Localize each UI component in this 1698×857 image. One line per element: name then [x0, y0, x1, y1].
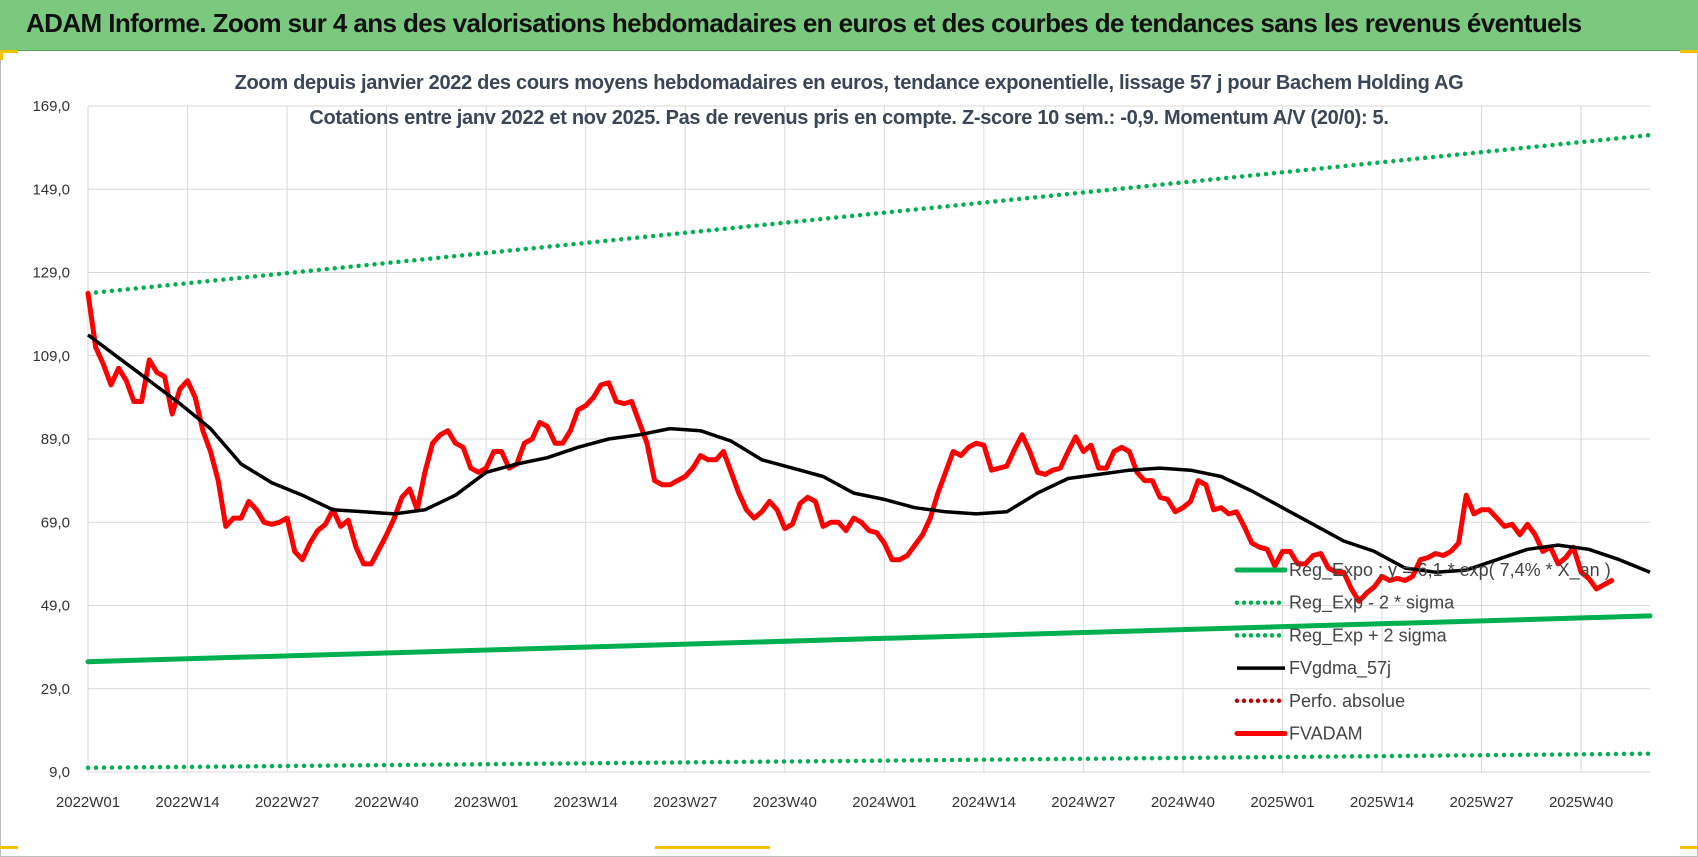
- corner-accent: [1680, 50, 1698, 53]
- corner-accent: [0, 846, 18, 849]
- x-tick-label: 2022W27: [255, 794, 319, 811]
- bottom-accent: [655, 846, 770, 849]
- series-line-fvgdma-57j: [86, 333, 1651, 574]
- series-line-reg-expo-y-6-1-exp-7-4-x-an: [85, 613, 1653, 665]
- x-tick-label: 2025W01: [1250, 794, 1314, 811]
- corner-accent: [0, 50, 3, 60]
- x-tick-label: 2025W40: [1549, 794, 1613, 811]
- chart-subtitle: Cotations entre janv 2022 et nov 2025. P…: [309, 107, 1388, 129]
- x-tick-label: 2024W40: [1151, 794, 1215, 811]
- series-line-reg-exp-2-sigma: [85, 751, 1653, 771]
- x-tick-label: 2025W27: [1449, 794, 1513, 811]
- y-tick-label: 169,0: [32, 98, 70, 115]
- y-tick-label: 69,0: [41, 514, 70, 531]
- x-tick-label: 2022W01: [56, 794, 120, 811]
- legend-label: FVgdma_57j: [1289, 658, 1391, 679]
- x-tick-label: 2023W14: [554, 794, 618, 811]
- grid-lines: [87, 105, 1650, 773]
- x-tick-label: 2023W40: [753, 794, 817, 811]
- y-tick-label: 149,0: [32, 181, 70, 198]
- corner-accent: [0, 50, 18, 53]
- x-tick-label: 2024W27: [1051, 794, 1115, 811]
- legend-label: Reg_Expo : y = 6,1 * exp( 7,4% * X_an ): [1289, 560, 1611, 581]
- y-tick-label: 109,0: [32, 348, 70, 365]
- x-tick-label: 2024W01: [852, 794, 916, 811]
- y-axis-ticks: 169,0 149,0 129,0 109,0 89,0 69,0 49,0 29,0 9,0: [32, 98, 70, 781]
- x-tick-label: 2024W14: [952, 794, 1016, 811]
- banner-title: ADAM Informe. Zoom sur 4 ans des valoris…: [26, 8, 1582, 38]
- y-tick-label: 49,0: [41, 598, 70, 615]
- x-tick-label: 2022W40: [355, 794, 419, 811]
- legend-label: Reg_Exp - 2 * sigma: [1289, 593, 1455, 614]
- legend-label: Perfo. absolue: [1289, 691, 1405, 711]
- y-tick-label: 129,0: [32, 265, 70, 282]
- series-line-reg-exp-2-sigma: [85, 132, 1653, 296]
- series-line-fvadam: [85, 290, 1615, 604]
- chart-title: Zoom depuis janvier 2022 des cours moyen…: [235, 72, 1464, 94]
- title-banner: ADAM Informe. Zoom sur 4 ans des valoris…: [0, 0, 1698, 51]
- x-tick-label: 2022W14: [155, 794, 219, 811]
- corner-accent: [1680, 846, 1698, 849]
- legend-label: Reg_Exp + 2 sigma: [1289, 625, 1448, 646]
- y-tick-label: 9,0: [49, 764, 70, 781]
- x-tick-label: 2025W14: [1350, 794, 1414, 811]
- legend: Reg_Expo : y = 6,1 * exp( 7,4% * X_an ) R…: [1234, 560, 1611, 744]
- series-lines: [85, 132, 1653, 771]
- legend-label: FVADAM: [1289, 724, 1363, 744]
- x-tick-label: 2023W01: [454, 794, 518, 811]
- y-tick-label: 29,0: [41, 681, 70, 698]
- x-tick-label: 2023W27: [653, 794, 717, 811]
- x-axis-ticks: 2022W01 2022W14 2022W27 2022W40 2023W01 2023W…: [56, 794, 1613, 811]
- y-tick-label: 89,0: [41, 431, 70, 448]
